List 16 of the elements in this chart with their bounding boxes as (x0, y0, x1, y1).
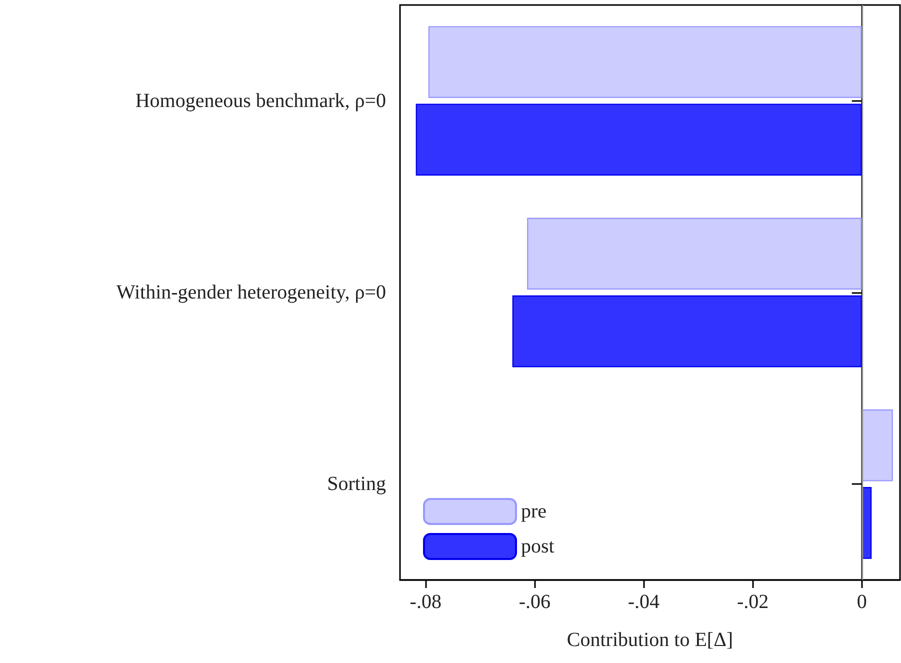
y-tick-label: Within-gender heterogeneity, ρ=0 (116, 282, 386, 304)
y-tick-label: Sorting (327, 473, 386, 496)
x-tick-label: 0 (856, 591, 867, 613)
legend-label: post (521, 536, 555, 558)
x-tick-label: -.06 (518, 591, 551, 613)
bar (416, 104, 862, 176)
bar (512, 295, 862, 368)
y-tick-label: Homogeneous benchmark, ρ=0 (135, 90, 386, 112)
x-tick-label: -.04 (628, 591, 660, 613)
bar (527, 218, 862, 290)
legend-label: pre (521, 500, 547, 522)
x-tick-label: -.02 (736, 591, 769, 613)
x-axis-title: Contribution to E[Δ] (566, 629, 734, 651)
bar (862, 409, 893, 482)
x-tick-label: -.08 (410, 591, 442, 613)
bar (428, 26, 862, 98)
